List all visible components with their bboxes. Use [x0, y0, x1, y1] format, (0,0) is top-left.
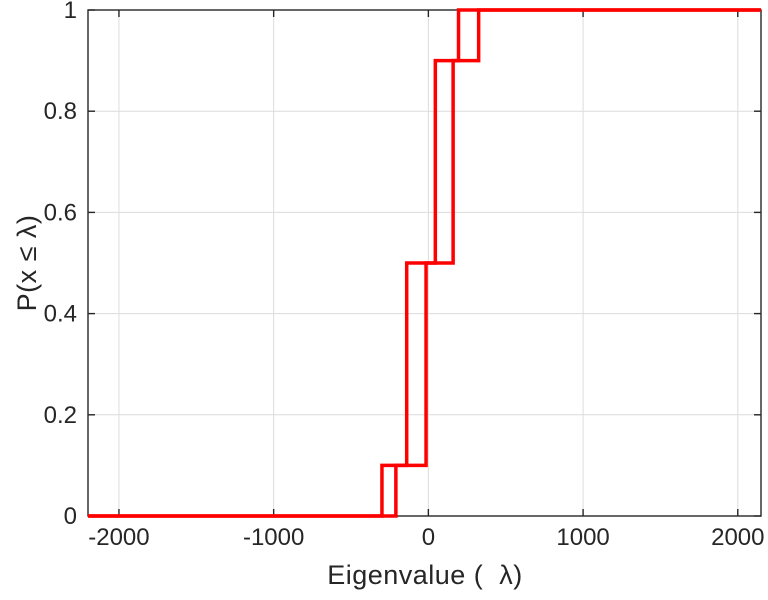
x-tick-label: 1000	[556, 524, 609, 551]
y-tick-label: 1	[64, 0, 77, 24]
y-tick-label: 0.2	[44, 402, 77, 429]
ecdf-curve-2	[88, 8, 761, 518]
x-tick-label: -1000	[243, 524, 304, 551]
y-tick-label: 0.6	[44, 199, 77, 226]
y-tick-label: 0.4	[44, 301, 77, 328]
ecdf-curve-1	[88, 8, 761, 518]
x-tick-label: -2000	[88, 524, 149, 551]
y-tick-label: 0.8	[44, 98, 77, 125]
y-tick-label: 0	[64, 503, 77, 530]
axes-box	[87, 9, 762, 517]
x-tick-label: 2000	[711, 524, 764, 551]
x-tick-label: 0	[422, 524, 435, 551]
